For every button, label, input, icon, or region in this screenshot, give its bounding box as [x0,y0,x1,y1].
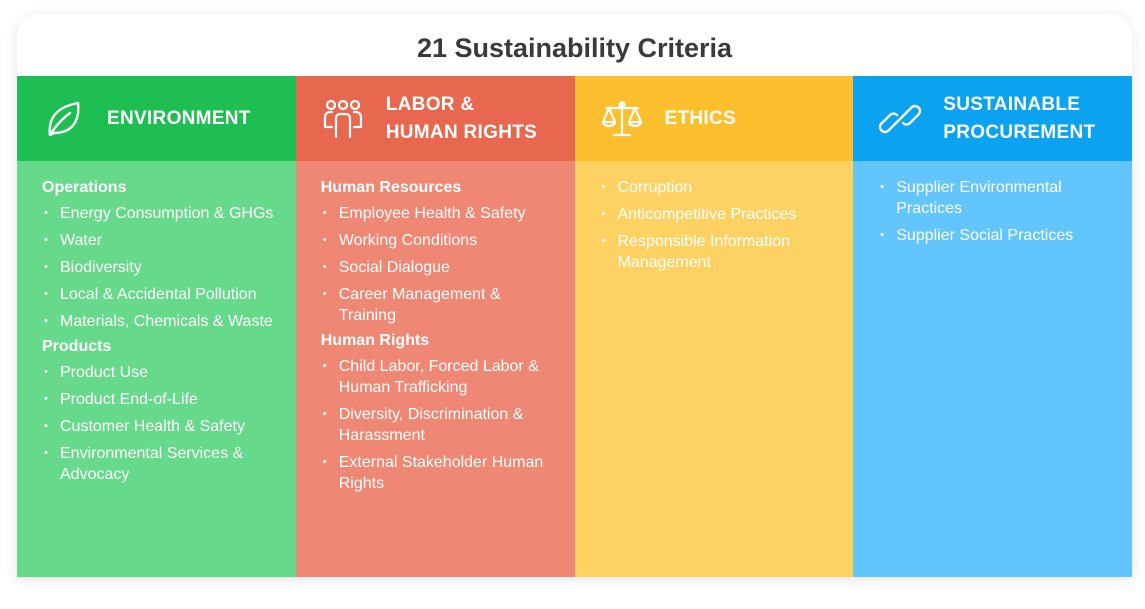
list-item: Energy Consumption & GHGs [42,203,276,224]
column-header-ethics: ETHICS [574,76,854,161]
criteria-list: Child Labor, Forced Labor & Human Traffi… [321,356,555,494]
list-item: Materials, Chemicals & Waste [42,311,276,332]
criteria-card: 21 Sustainability Criteria ENVIRONMENT O… [17,14,1132,577]
list-item: Social Dialogue [321,257,555,278]
list-item: External Stakeholder Human Rights [321,452,555,494]
list-item: Customer Health & Safety [42,416,276,437]
list-item: Environmental Services & Advocacy [42,443,276,485]
list-item: Biodiversity [42,257,276,278]
list-item: Employee Health & Safety [321,203,555,224]
section-title: Human Rights [320,332,430,349]
column-environment: ENVIRONMENT Operations Energy Consumptio… [17,76,296,577]
list-item: Child Labor, Forced Labor & Human Traffi… [321,356,555,398]
column-heading: ETHICS [665,105,736,133]
column-body-environment: Operations Energy Consumption & GHGs Wat… [17,161,296,577]
column-sustainable-procurement: SUSTAINABLE PROCUREMENT Supplier Environ… [853,76,1132,577]
list-item: Supplier Social Practices [878,225,1112,246]
section-title: Products [42,338,112,355]
list-item: Supplier Environmental Practices [878,177,1112,219]
column-ethics: ETHICS Corruption Anticompetitive Practi… [574,76,854,577]
column-labor-human-rights: LABOR & HUMAN RIGHTS Human Resources Emp… [295,76,575,577]
column-body-procurement: Supplier Environmental Practices Supplie… [853,161,1132,577]
column-heading-line: ENVIRONMENT [107,107,251,129]
list-item: Working Conditions [321,230,555,251]
column-body-labor: Human Resources Employee Health & Safety… [295,161,575,577]
column-heading: SUSTAINABLE PROCUREMENT [943,91,1095,147]
list-item: Local & Accidental Pollution [42,284,276,305]
criteria-columns: ENVIRONMENT Operations Energy Consumptio… [17,76,1132,577]
list-item: Product Use [42,362,276,383]
people-icon [318,94,368,144]
column-heading-line: PROCUREMENT [943,121,1096,143]
list-item: Responsible Information Management [600,231,834,273]
scales-icon [597,94,647,144]
list-item: Diversity, Discrimination & Harassment [321,404,555,446]
criteria-list: Supplier Environmental Practices Supplie… [878,177,1112,246]
column-heading-line: ETHICS [664,107,736,129]
column-header-procurement: SUSTAINABLE PROCUREMENT [853,76,1132,161]
section-title: Human Resources [320,179,462,196]
criteria-list: Corruption Anticompetitive Practices Res… [600,177,834,273]
link-icon [875,94,925,144]
criteria-list: Energy Consumption & GHGs Water Biodiver… [42,203,276,332]
column-heading: LABOR & HUMAN RIGHTS [386,91,537,147]
section-title: Operations [42,179,127,196]
leaf-icon [39,94,89,144]
column-heading: ENVIRONMENT [107,105,251,133]
list-item: Career Management & Training [321,284,555,326]
page-title: 21 Sustainability Criteria [416,33,733,63]
criteria-list: Employee Health & Safety Working Conditi… [321,203,555,326]
column-heading-line: SUSTAINABLE [943,93,1081,115]
list-item: Anticompetitive Practices [600,204,834,225]
list-item: Product End-of-Life [42,389,276,410]
column-body-ethics: Corruption Anticompetitive Practices Res… [574,161,854,577]
list-item: Corruption [600,177,834,198]
list-item: Water [42,230,276,251]
column-heading-line: HUMAN RIGHTS [385,121,538,143]
criteria-list: Product Use Product End-of-Life Customer… [42,362,276,485]
column-header-labor: LABOR & HUMAN RIGHTS [295,76,575,161]
column-heading-line: LABOR & [385,93,475,115]
column-header-environment: ENVIRONMENT [17,76,296,161]
